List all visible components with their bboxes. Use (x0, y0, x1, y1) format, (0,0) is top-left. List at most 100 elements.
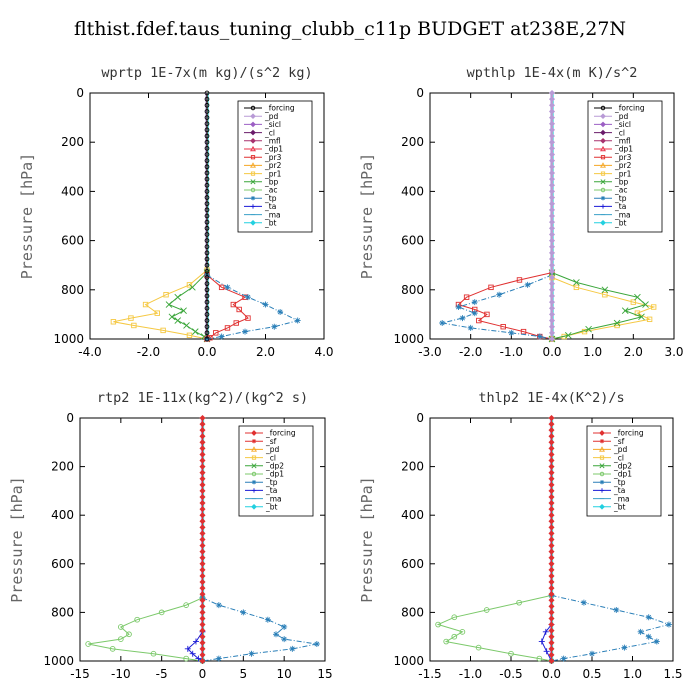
data-point (601, 286, 609, 294)
y-tick-label: 1000 (393, 332, 424, 346)
legend-label: _tp (264, 194, 277, 203)
data-point (184, 645, 191, 652)
data-point (199, 597, 206, 604)
data-point (548, 421, 555, 428)
legend-label: _bt (265, 503, 278, 512)
data-point (646, 316, 653, 323)
data-point (174, 293, 182, 301)
data-point (199, 445, 206, 452)
legend-entry: _mfl (244, 137, 281, 146)
data-point (548, 578, 555, 586)
legend-label: _pr2 (614, 161, 632, 170)
data-point (548, 524, 555, 531)
x-tick-label: -15 (70, 667, 90, 681)
legend-entry: _pd (593, 445, 628, 454)
data-point (548, 493, 555, 501)
data-point (483, 607, 490, 613)
data-point (650, 304, 657, 310)
legend-label: _tp (614, 194, 627, 203)
data-point (154, 310, 160, 316)
legend-label: _dp1 (614, 145, 633, 154)
data-point (204, 139, 210, 145)
legend-label: _pd (265, 445, 280, 454)
legend-entry: _ta (594, 202, 626, 211)
legend-label: _cl (614, 128, 625, 137)
y-tick-label: 1000 (393, 654, 424, 668)
legend-swatch-marker (251, 430, 257, 436)
legend-swatch-marker (250, 137, 256, 144)
legend-swatch-marker (250, 145, 256, 152)
legend-entry: _dp1 (245, 470, 284, 479)
data-point (548, 200, 556, 207)
data-point (548, 554, 555, 561)
data-point (471, 299, 478, 306)
y-tick-label: 200 (51, 460, 74, 474)
legend-swatch-marker (250, 204, 256, 209)
data-point (230, 301, 237, 308)
data-point (183, 602, 190, 608)
y-tick-label: 800 (51, 605, 74, 619)
data-point (199, 548, 206, 555)
legend-entry: _ac (244, 186, 277, 195)
data-point (439, 320, 446, 327)
data-point (548, 96, 556, 103)
series-tp (548, 592, 672, 664)
data-point (548, 299, 556, 306)
data-point (548, 317, 556, 324)
legend-entry: _ta (245, 486, 277, 495)
data-point (183, 655, 190, 662)
data-point (117, 624, 124, 630)
data-point (548, 169, 556, 176)
data-point (548, 157, 556, 164)
data-point (199, 591, 206, 598)
data-point (548, 280, 556, 287)
data-point (585, 325, 592, 333)
data-point (548, 268, 556, 275)
legend-entry: _pr2 (594, 161, 632, 170)
data-point (548, 433, 555, 440)
data-point (548, 329, 556, 336)
x-tick-label: -0.5 (499, 667, 522, 681)
data-point (271, 323, 278, 330)
legend-swatch-marker (250, 162, 256, 168)
legend-label: _ma (264, 210, 281, 219)
legend-entry: _ma (245, 494, 282, 503)
legend-swatch-marker (600, 155, 606, 160)
data-point (168, 313, 176, 321)
data-point (548, 262, 556, 269)
data-point (443, 638, 450, 645)
legend-swatch-marker (600, 204, 606, 209)
legend-entry: _dp2 (593, 462, 632, 471)
data-point (621, 644, 628, 651)
legend-swatch-marker (250, 179, 256, 185)
data-point (548, 120, 556, 127)
data-point (548, 163, 556, 170)
data-point (548, 311, 556, 318)
data-point (199, 566, 206, 573)
series-line (551, 277, 656, 340)
data-point (199, 414, 206, 422)
data-point (189, 650, 196, 657)
data-point (204, 201, 210, 207)
data-point (204, 312, 210, 317)
data-point (281, 636, 288, 643)
figure-title: flthist.fdef.taus_tuning_clubb_c11p BUDG… (74, 18, 626, 40)
legend-label: _dp2 (613, 462, 632, 471)
panel-title: wprtp 1E-7x(m kg)/(s^2 kg) (101, 65, 312, 81)
legend: _forcing_sf_pd_cl_dp2_dp1_tp_ta_ma_bt (238, 425, 314, 517)
data-point (199, 451, 206, 458)
data-point (204, 133, 210, 139)
data-point (542, 628, 549, 635)
legend-entry: _bt (244, 219, 277, 228)
legend-box (586, 425, 662, 517)
legend-label: _bp (614, 178, 629, 187)
data-point (548, 633, 555, 640)
legend-swatch-marker (251, 439, 257, 444)
legend-entry: _pr3 (594, 153, 632, 162)
data-point (204, 244, 210, 250)
legend-entry: _ma (594, 210, 631, 219)
x-tick-label: 3.0 (664, 345, 683, 359)
legend-swatch-marker (599, 430, 605, 436)
data-point (548, 463, 555, 470)
